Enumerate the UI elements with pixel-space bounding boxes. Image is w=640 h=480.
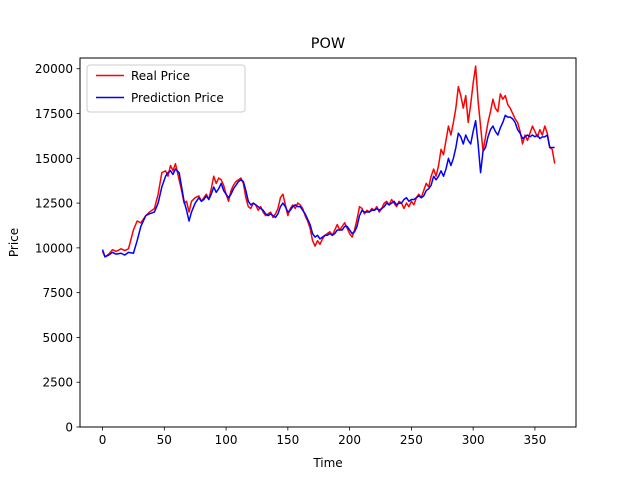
plot-lines [101, 65, 556, 258]
y-tick-label: 12500 [35, 197, 73, 211]
x-tick-label: 200 [338, 433, 361, 447]
y-tick-label: 5000 [42, 331, 73, 345]
x-tick-label: 50 [157, 433, 172, 447]
x-tick-label: 300 [462, 433, 485, 447]
y-tick-label: 10000 [35, 241, 73, 255]
chart-title: POW [311, 36, 346, 52]
series-line-prediction-price [101, 114, 555, 258]
x-tick-label: 0 [99, 433, 107, 447]
y-tick-label: 20000 [35, 62, 73, 76]
legend: Real Price Prediction Price [86, 64, 246, 113]
x-tick-label: 100 [215, 433, 238, 447]
y-tick-label: 15000 [35, 152, 73, 166]
y-tick-label: 2500 [42, 376, 73, 390]
y-tick-label: 7500 [42, 286, 73, 300]
x-tick-label: 150 [276, 433, 299, 447]
x-axis-ticks: 0 50 100 150 200 250 300 350 [99, 427, 546, 447]
x-tick-label: 250 [400, 433, 423, 447]
y-tick-label: 17500 [35, 107, 73, 121]
x-tick-label: 350 [523, 433, 546, 447]
legend-box [86, 64, 246, 113]
legend-label-prediction-price: Prediction Price [131, 91, 224, 105]
y-axis-label: Price [7, 228, 21, 257]
plot-frame [79, 57, 577, 428]
y-axis-ticks: 0 2500 5000 7500 10000 12500 15000 17500 20000 [35, 62, 80, 435]
legend-label-real-price: Real Price [131, 69, 190, 83]
x-axis-label: Time [312, 456, 342, 470]
y-tick-label: 0 [65, 421, 73, 435]
